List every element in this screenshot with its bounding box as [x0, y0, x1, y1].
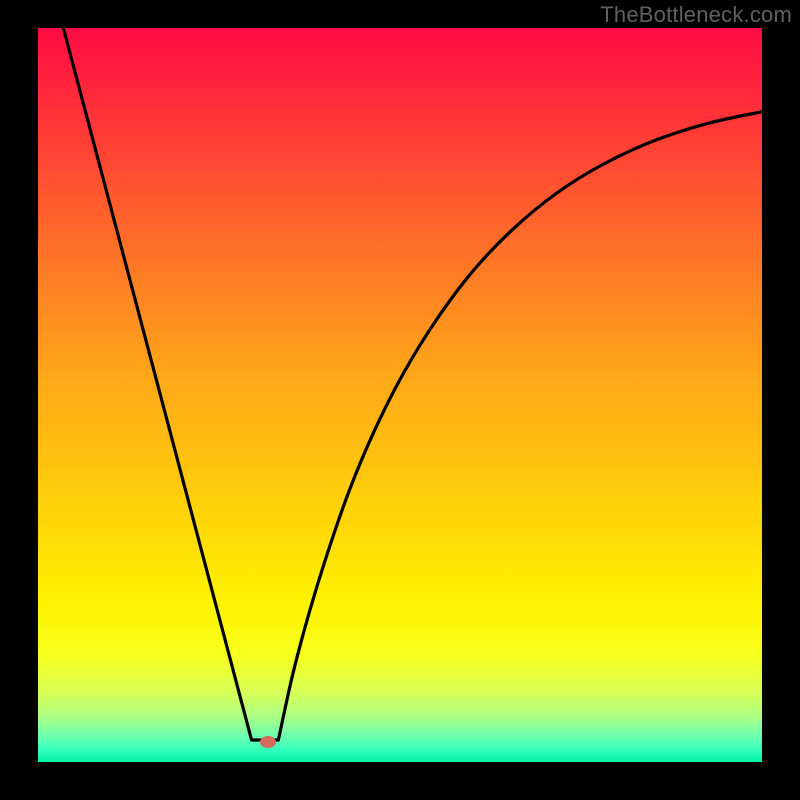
watermark-text: TheBottleneck.com: [600, 2, 792, 28]
bottleneck-curve: [38, 28, 762, 762]
minimum-marker: [260, 736, 276, 748]
plot-area: [38, 28, 762, 762]
